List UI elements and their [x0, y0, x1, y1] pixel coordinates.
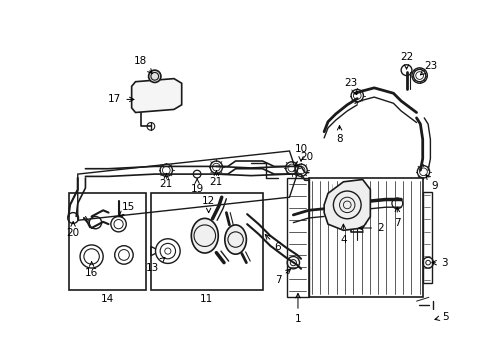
- Text: 6: 6: [264, 235, 281, 252]
- Text: 16: 16: [85, 262, 98, 278]
- Text: 22: 22: [399, 52, 412, 69]
- Polygon shape: [324, 180, 369, 230]
- Text: 14: 14: [100, 294, 113, 304]
- Bar: [151, 193, 262, 289]
- Text: 9: 9: [425, 175, 437, 191]
- Text: 23: 23: [344, 78, 357, 95]
- Text: 15: 15: [119, 202, 135, 216]
- Ellipse shape: [224, 225, 246, 254]
- Text: 12: 12: [202, 196, 215, 213]
- Text: 2: 2: [358, 223, 383, 233]
- Bar: [308, 178, 422, 297]
- Text: 18: 18: [134, 56, 152, 73]
- Text: 7: 7: [274, 269, 290, 285]
- Text: 21: 21: [209, 171, 223, 187]
- Text: 1: 1: [294, 293, 301, 324]
- Text: 11: 11: [199, 294, 213, 304]
- Polygon shape: [131, 78, 182, 112]
- Bar: [68, 193, 145, 289]
- Text: 17: 17: [108, 94, 134, 104]
- Text: 8: 8: [336, 126, 342, 144]
- Ellipse shape: [191, 219, 218, 253]
- Text: 10: 10: [294, 144, 307, 161]
- Text: 19: 19: [190, 179, 203, 194]
- Text: 21: 21: [160, 174, 173, 189]
- Text: 7: 7: [393, 207, 400, 228]
- Text: 20: 20: [294, 152, 313, 166]
- Text: 3: 3: [431, 258, 447, 267]
- Text: 5: 5: [434, 311, 448, 321]
- Text: 20: 20: [66, 222, 80, 238]
- Bar: [286, 178, 308, 297]
- Bar: [422, 192, 431, 283]
- Text: 4: 4: [339, 224, 346, 244]
- Text: 13: 13: [145, 257, 164, 273]
- Text: 23: 23: [420, 61, 436, 75]
- Circle shape: [148, 70, 161, 82]
